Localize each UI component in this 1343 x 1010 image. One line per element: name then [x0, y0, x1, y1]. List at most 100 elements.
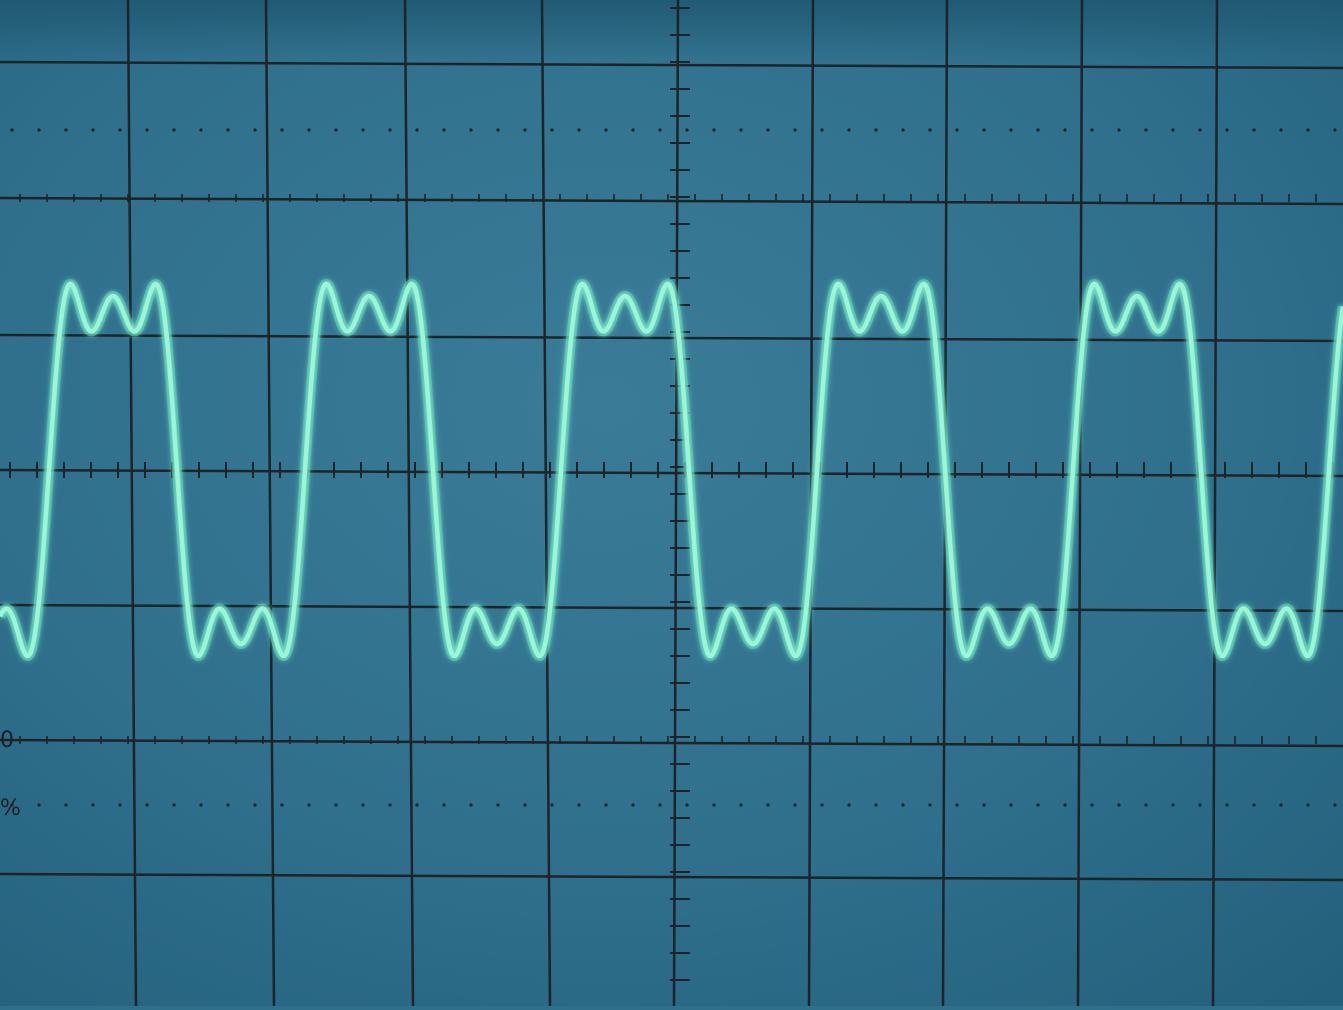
graticule-dot	[388, 128, 392, 132]
graticule-dot	[361, 803, 365, 807]
graticule-dot	[712, 128, 716, 132]
graticule-dot	[1252, 128, 1256, 132]
graticule-dot	[847, 803, 851, 807]
graticule-dot	[37, 803, 41, 807]
graticule-dot	[982, 803, 986, 807]
graticule-dot	[793, 128, 797, 132]
graticule-dot	[955, 803, 959, 807]
graticule-dot	[901, 128, 905, 132]
graticule-dot	[199, 128, 203, 132]
graticule-dotted-lines	[10, 128, 1337, 807]
graticule-vertical-line	[1211, 0, 1219, 1007]
graticule-dot	[172, 128, 176, 132]
graticule-dot	[1117, 803, 1121, 807]
graticule-dot	[1009, 803, 1013, 807]
graticule-dot	[415, 128, 419, 132]
graticule-dot	[1117, 128, 1121, 132]
graticule-dot	[442, 128, 446, 132]
graticule-dot	[253, 128, 257, 132]
graticule-dot	[1198, 128, 1202, 132]
graticule-dot	[550, 128, 554, 132]
graticule-horizontal-line	[0, 872, 1343, 882]
graticule-dot	[334, 803, 338, 807]
graticule-dot	[685, 128, 689, 132]
zero-marker-label: 0	[0, 728, 14, 753]
graticule-horizontal-line	[0, 60, 1343, 70]
graticule-dot	[874, 803, 878, 807]
graticule-dot	[334, 128, 338, 132]
graticule-dot	[820, 803, 824, 807]
graticule-dot	[793, 803, 797, 807]
graticule-dot	[658, 803, 662, 807]
graticule-dot	[145, 803, 149, 807]
graticule-vertical-line	[403, 0, 415, 1007]
graticule-vertical-line	[1076, 0, 1084, 1007]
graticule-dot	[658, 128, 662, 132]
graticule-dot	[631, 128, 635, 132]
graticule-dot	[1306, 803, 1310, 807]
graticule-vertical-line	[672, 0, 680, 1007]
graticule-dot	[1333, 803, 1337, 807]
graticule-dot	[550, 803, 554, 807]
graticule-dot	[1090, 803, 1094, 807]
graticule-dot	[577, 803, 581, 807]
graticule-dot	[1171, 128, 1175, 132]
graticule-dot	[631, 803, 635, 807]
graticule-dot	[199, 803, 203, 807]
graticule-dot	[226, 803, 230, 807]
graticule-dot	[577, 128, 581, 132]
graticule-dot	[928, 128, 932, 132]
graticule-dot	[901, 803, 905, 807]
graticule-dot	[1036, 803, 1040, 807]
graticule-dot	[496, 128, 500, 132]
graticule-dot	[1225, 803, 1229, 807]
graticule-vertical-line	[540, 0, 552, 1007]
graticule-dot	[1252, 803, 1256, 807]
graticule-dot	[1144, 803, 1148, 807]
graticule-horizontal-line	[0, 196, 1343, 206]
graticule-horizontal-line	[0, 738, 1343, 748]
graticule-dot	[253, 803, 257, 807]
graticule-dot	[1063, 128, 1067, 132]
graticule-dot	[118, 128, 122, 132]
graticule-dot	[442, 803, 446, 807]
graticule-dot	[766, 803, 770, 807]
graticule-dot	[361, 128, 365, 132]
graticule-dot	[604, 128, 608, 132]
graticule-dot	[685, 803, 689, 807]
graticule-horizontal-line	[0, 333, 1343, 343]
graticule-dot	[874, 128, 878, 132]
graticule-dot	[280, 128, 284, 132]
graticule-dot	[982, 128, 986, 132]
graticule-dot	[1144, 128, 1148, 132]
screen-top-shade	[0, 0, 1343, 60]
graticule-dot	[496, 803, 500, 807]
graticule-dot	[469, 803, 473, 807]
graticule-dot	[1279, 128, 1283, 132]
graticule-dot	[415, 803, 419, 807]
graticule-dot	[820, 128, 824, 132]
graticule-dot	[1333, 128, 1337, 132]
graticule-dot	[739, 803, 743, 807]
graticule-dot	[739, 128, 743, 132]
graticule-dot	[847, 128, 851, 132]
graticule-dot	[955, 128, 959, 132]
graticule-dot	[91, 803, 95, 807]
waveform-trace-line	[0, 281, 1343, 659]
graticule-horizontal-line	[0, 468, 1343, 478]
graticule-dot	[145, 128, 149, 132]
percent-marker-label: %	[0, 796, 21, 821]
graticule-dot	[1306, 128, 1310, 132]
graticule-vertical-line	[126, 0, 138, 1007]
graticule-dot	[64, 803, 68, 807]
graticule-dot	[226, 128, 230, 132]
graticule-dot	[1036, 128, 1040, 132]
graticule-dot	[307, 803, 311, 807]
graticule-dot	[1279, 803, 1283, 807]
graticule-dot	[928, 803, 932, 807]
graticule-dot	[10, 803, 14, 807]
